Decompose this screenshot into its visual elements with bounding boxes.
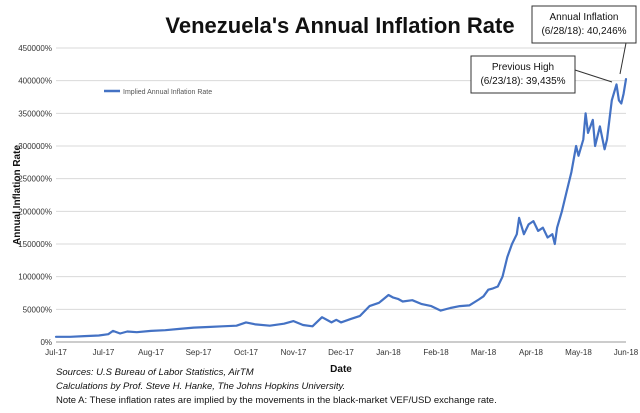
x-tick-label: Jan-18 [376,348,401,357]
x-tick-label: Sep-17 [186,348,212,357]
footnote-sources: Sources: U.S Bureau of Labor Statistics,… [56,367,254,378]
x-axis-ticks: Jul-17 Jul-17 Aug-17 Sep-17 Oct-17 Nov-17 Dec-… [45,348,639,357]
y-axis-ticks: 0% 50000% 100000% 150000% 200000% 250000% 3000… [18,44,52,347]
y-tick-label: 150000% [18,240,52,249]
x-tick-label: Apr-18 [519,348,544,357]
footnotes: Sources: U.S Bureau of Labor Statistics,… [56,366,626,408]
x-axis-title: Date [330,364,352,375]
x-tick-label: Jun-18 [614,348,639,357]
series-group [54,78,628,338]
callout-annual-inflation: Annual Inflation (6/28/18): 40,246% [531,5,637,75]
series-line [54,78,628,338]
x-tick-label: May-18 [565,348,592,357]
legend-label: Implied Annual Inflation Rate [123,89,212,96]
y-tick-label: 50000% [23,305,52,314]
y-tick-label: 450000% [18,44,52,53]
y-axis-title: Annual Inflation Rate [12,145,23,245]
x-tick-label: Aug-17 [138,348,164,357]
x-tick-label: Mar-18 [471,348,497,357]
callout-previous-high-line2: (6/23/18): 39,435% [480,76,565,87]
x-tick-label: Oct-17 [234,348,259,357]
footnote-note: Note A: These inflation rates are implie… [56,395,497,406]
y-tick-label: 200000% [18,207,52,216]
callout-annual-inflation-line2: (6/28/18): 40,246% [541,26,626,37]
x-tick-label: Jul-17 [45,348,67,357]
callout-annual-inflation-box [531,5,637,44]
y-tick-label: 300000% [18,142,52,151]
x-tick-label: Feb-18 [423,348,449,357]
callout-previous-high: Previous High (6/23/18): 39,435% [470,55,613,94]
y-tick-label: 0% [40,338,52,347]
gridlines [56,47,626,310]
y-tick-label: 250000% [18,175,52,184]
footnote-calculations: Calculations by Prof. Steve H. Hanke, Th… [56,381,346,392]
x-tick-label: Nov-17 [281,348,307,357]
callout-annual-inflation-line1: Annual Inflation [550,12,619,23]
x-tick-label: Jul-17 [93,348,115,357]
callout-previous-high-box [470,55,576,94]
callout-previous-high-arrow [574,69,613,83]
y-tick-label: 100000% [18,273,52,282]
x-tick-label: Dec-17 [328,348,354,357]
y-tick-label: 350000% [18,109,52,118]
callout-previous-high-line1: Previous High [492,62,554,73]
callout-annual-inflation-arrow [619,42,627,75]
chart-title: Venezuela's Annual Inflation Rate [165,13,514,38]
legend: Implied Annual Inflation Rate [104,89,212,96]
y-tick-label: 400000% [18,77,52,86]
